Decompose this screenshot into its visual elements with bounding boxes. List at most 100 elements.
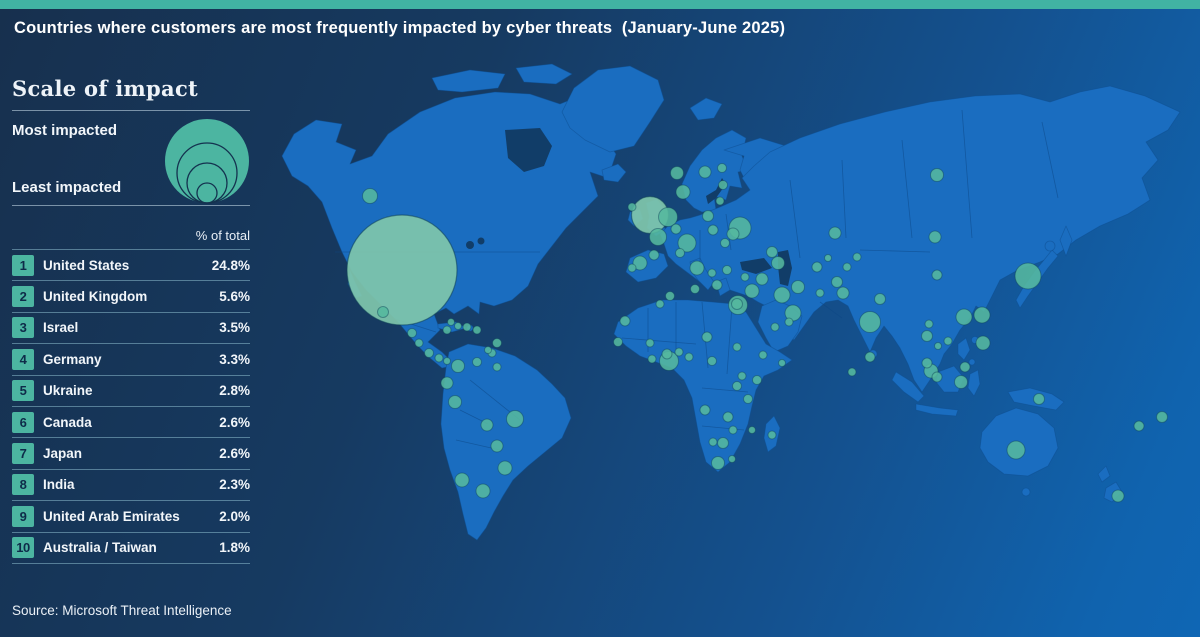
impact-bubble [930,168,944,182]
impact-bubble [1006,440,1026,460]
rank-badge: 4 [12,348,34,370]
rank-badge: 10 [12,537,34,559]
impact-bubble [921,330,933,342]
impact-bubble [346,214,458,326]
country-name: United Kingdom [43,289,148,305]
country-percent: 2.3% [219,477,250,493]
impact-bubble [943,336,953,346]
top-accent-bar [0,0,1200,9]
impact-bubble [836,286,850,300]
country-name: United States [43,257,130,273]
impact-bubble [701,331,713,343]
impact-bubble [773,286,791,304]
table-row: 6 Canada 2.6% [12,405,250,437]
impact-bubble [655,299,665,309]
country-name: United Arab Emirates [43,508,180,524]
legend-most-label: Most impacted [12,122,118,139]
legend-least-label: Least impacted [12,179,122,196]
impact-bubble [675,248,685,258]
impact-bubble [661,348,673,360]
impact-bubble [852,252,862,262]
impact-bubble [755,272,769,286]
table-row: 5 Ukraine 2.8% [12,374,250,406]
impact-bubble [447,318,455,326]
impact-bubble [675,184,691,200]
divider [12,110,250,111]
impact-bubble [711,279,723,291]
table-row: 9 United Arab Emirates 2.0% [12,500,250,531]
impact-bubble [815,288,825,298]
impact-bubble [707,224,719,236]
table-row: 2 United Kingdom 5.6% [12,280,250,311]
table-row: 1 United States 24.8% [12,249,250,280]
impact-bubble [632,255,648,271]
impact-bubble [811,261,823,273]
scale-circles-icon [165,119,249,204]
impact-bubble [627,202,637,212]
legend-and-ranking-panel: Scale of impact Most impacted Least impa… [12,76,250,564]
impact-bubble [698,165,712,179]
impact-bubble [472,325,482,335]
impact-bubble [689,260,705,276]
impact-bubble [975,335,991,351]
impact-bubble [752,375,762,385]
impact-bubble [414,338,424,348]
rank-badge: 7 [12,443,34,465]
impact-bubble [648,249,660,261]
impact-bubble [732,342,742,352]
impact-bubble [770,322,780,332]
impact-bubble [677,233,697,253]
impact-bubble [732,381,742,391]
impact-bubble [737,371,747,381]
impact-bubble [684,352,694,362]
impact-bubble [722,265,732,275]
impact-bubble [490,439,504,453]
country-percent: 1.8% [219,540,250,556]
rank-badge: 1 [12,254,34,276]
impact-bubble [506,410,524,428]
impact-bubble [758,350,768,360]
impact-bubble [699,404,711,416]
impact-bubble [722,411,734,423]
impact-bubble [434,353,444,363]
country-name: Japan [43,446,83,462]
impact-bubble [377,306,389,318]
impact-bubble [1133,420,1145,432]
impact-bubble [613,337,623,347]
impact-bubble [921,357,933,369]
impact-bubble [707,268,717,278]
page-title: Countries where customers are most frequ… [14,19,786,37]
impact-bubble [973,306,991,324]
country-percent: 24.8% [211,257,250,273]
impact-bubble [771,256,785,270]
impact-bubble [847,367,857,377]
country-name: Ukraine [43,383,93,399]
impact-bubble [717,163,727,173]
impact-bubbles [346,163,1168,503]
impact-bubble [1156,411,1168,423]
impact-bubble [784,317,794,327]
impact-bubble [1111,489,1125,503]
rank-badge: 6 [12,411,34,433]
impact-bubble [715,196,725,206]
impact-bubble [670,166,684,180]
impact-bubble [645,338,655,348]
impact-bubble [627,263,637,273]
impact-bubble [748,426,756,434]
impact-bubble [702,210,714,222]
impact-bubble [728,425,738,435]
impact-bubble [831,276,843,288]
impact-bubble [707,356,717,366]
impact-bubble [842,262,852,272]
impact-bubble [451,359,465,373]
impact-bubble [931,371,943,383]
impact-bubble [407,328,417,338]
legend-title: Scale of impact [12,76,199,101]
country-percent: 2.6% [219,446,250,462]
impact-bubble [424,348,434,358]
table-row: 3 Israel 3.5% [12,311,250,343]
country-name: Israel [43,320,79,336]
impact-bubble [791,280,805,294]
impact-bubble [824,254,832,262]
